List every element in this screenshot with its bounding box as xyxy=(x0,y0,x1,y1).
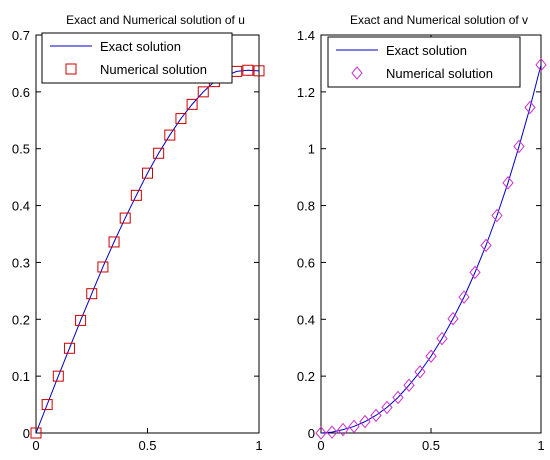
y-tick-label: 0 xyxy=(23,426,30,441)
numerical-point-v xyxy=(469,265,481,280)
numerical-point-v xyxy=(392,390,404,405)
y-tick-label: 0.3 xyxy=(12,255,30,270)
plot-area-u xyxy=(35,34,260,434)
numerical-point-u xyxy=(86,288,98,300)
x-tick-label: 0.5 xyxy=(422,438,440,453)
numerical-point-u xyxy=(153,147,165,159)
y-tick-label: 0.2 xyxy=(297,369,315,384)
y-tick-label: 0.4 xyxy=(12,199,30,214)
x-tick-label: 0 xyxy=(32,438,39,453)
numerical-point-v xyxy=(458,290,470,304)
numerical-point-v xyxy=(502,176,514,190)
numerical-point-u xyxy=(75,314,87,326)
x-tick-label: 1 xyxy=(255,438,262,453)
y-tick-label: 0.8 xyxy=(297,199,315,214)
y-tick-label: 0.7 xyxy=(12,28,30,43)
chart-title-u: Exact and Numerical solution of u xyxy=(66,13,245,27)
numerical-point-u xyxy=(164,129,176,141)
numerical-point-u xyxy=(52,370,64,382)
numerical-point-u xyxy=(119,212,131,224)
numerical-point-v xyxy=(535,58,547,72)
numerical-point-u xyxy=(41,399,53,411)
numerical-point-u xyxy=(97,261,109,273)
y-tick-label: 0.6 xyxy=(297,255,315,270)
numerical-point-v xyxy=(414,365,426,379)
legend-marker-swatch xyxy=(65,63,77,75)
numerical-point-v xyxy=(436,331,448,346)
numerical-point-v xyxy=(425,349,437,364)
legend-label-numerical: Numerical solution xyxy=(100,62,207,77)
numerical-point-v xyxy=(513,139,525,154)
y-tick-label: 0.6 xyxy=(12,85,30,100)
subplot-v: Exact and Numerical solution of v 0 0.2 0.4… xyxy=(297,13,547,453)
legend-v: Exact solution Numerical solution xyxy=(327,36,521,88)
numerical-point-u xyxy=(30,427,42,439)
x-tick-label: 1 xyxy=(537,438,544,453)
y-tick-label: 0.5 xyxy=(12,142,30,157)
x-tick-label: 0 xyxy=(317,438,324,453)
y-tick-label: 1.4 xyxy=(297,28,315,43)
numerical-point-v xyxy=(315,426,327,440)
numerical-point-u xyxy=(242,64,254,76)
y-tick-label: 0.1 xyxy=(12,369,30,384)
legend-label-numerical: Numerical solution xyxy=(386,66,493,81)
legend-box-v xyxy=(327,36,521,88)
subplot-u: Exact and Numerical solution of u 0 0.1 0.2… xyxy=(12,13,265,453)
numerical-point-u xyxy=(197,86,209,98)
legend-marker-swatch xyxy=(351,66,363,80)
legend-box-u xyxy=(41,32,233,84)
x-tick-label: 0.5 xyxy=(138,438,156,453)
y-tick-label: 0.4 xyxy=(297,312,315,327)
chart-title-v: Exact and Numerical solution of v xyxy=(350,13,528,27)
numerical-point-u xyxy=(130,189,142,201)
numerical-point-u xyxy=(63,342,75,354)
numerical-point-v xyxy=(524,100,536,115)
numerical-point-v xyxy=(491,208,503,223)
y-tick-label: 1.2 xyxy=(297,85,315,100)
numerical-point-v xyxy=(359,414,371,429)
legend-label-exact: Exact solution xyxy=(386,43,467,58)
legend-u: Exact solution Numerical solution xyxy=(41,32,233,84)
numerical-point-v xyxy=(447,311,459,326)
numerical-point-u xyxy=(108,236,120,248)
y-tick-label: 0 xyxy=(308,426,315,441)
numerical-point-v xyxy=(337,422,349,437)
numerical-point-v xyxy=(480,238,492,253)
numerical-point-v xyxy=(370,408,382,423)
y-tick-label: 1 xyxy=(308,142,315,157)
numerical-point-v xyxy=(381,400,393,415)
numerical-point-u xyxy=(142,167,153,179)
numerical-point-u xyxy=(175,113,187,125)
y-tick-label: 0.2 xyxy=(12,312,30,327)
numerical-point-u xyxy=(253,65,265,77)
numerical-point-v xyxy=(326,425,338,439)
numerical-point-v xyxy=(348,419,360,434)
plot-area-v xyxy=(320,34,542,434)
numerical-point-v xyxy=(403,378,415,393)
legend-label-exact: Exact solution xyxy=(100,39,181,54)
numerical-point-u xyxy=(186,98,198,110)
